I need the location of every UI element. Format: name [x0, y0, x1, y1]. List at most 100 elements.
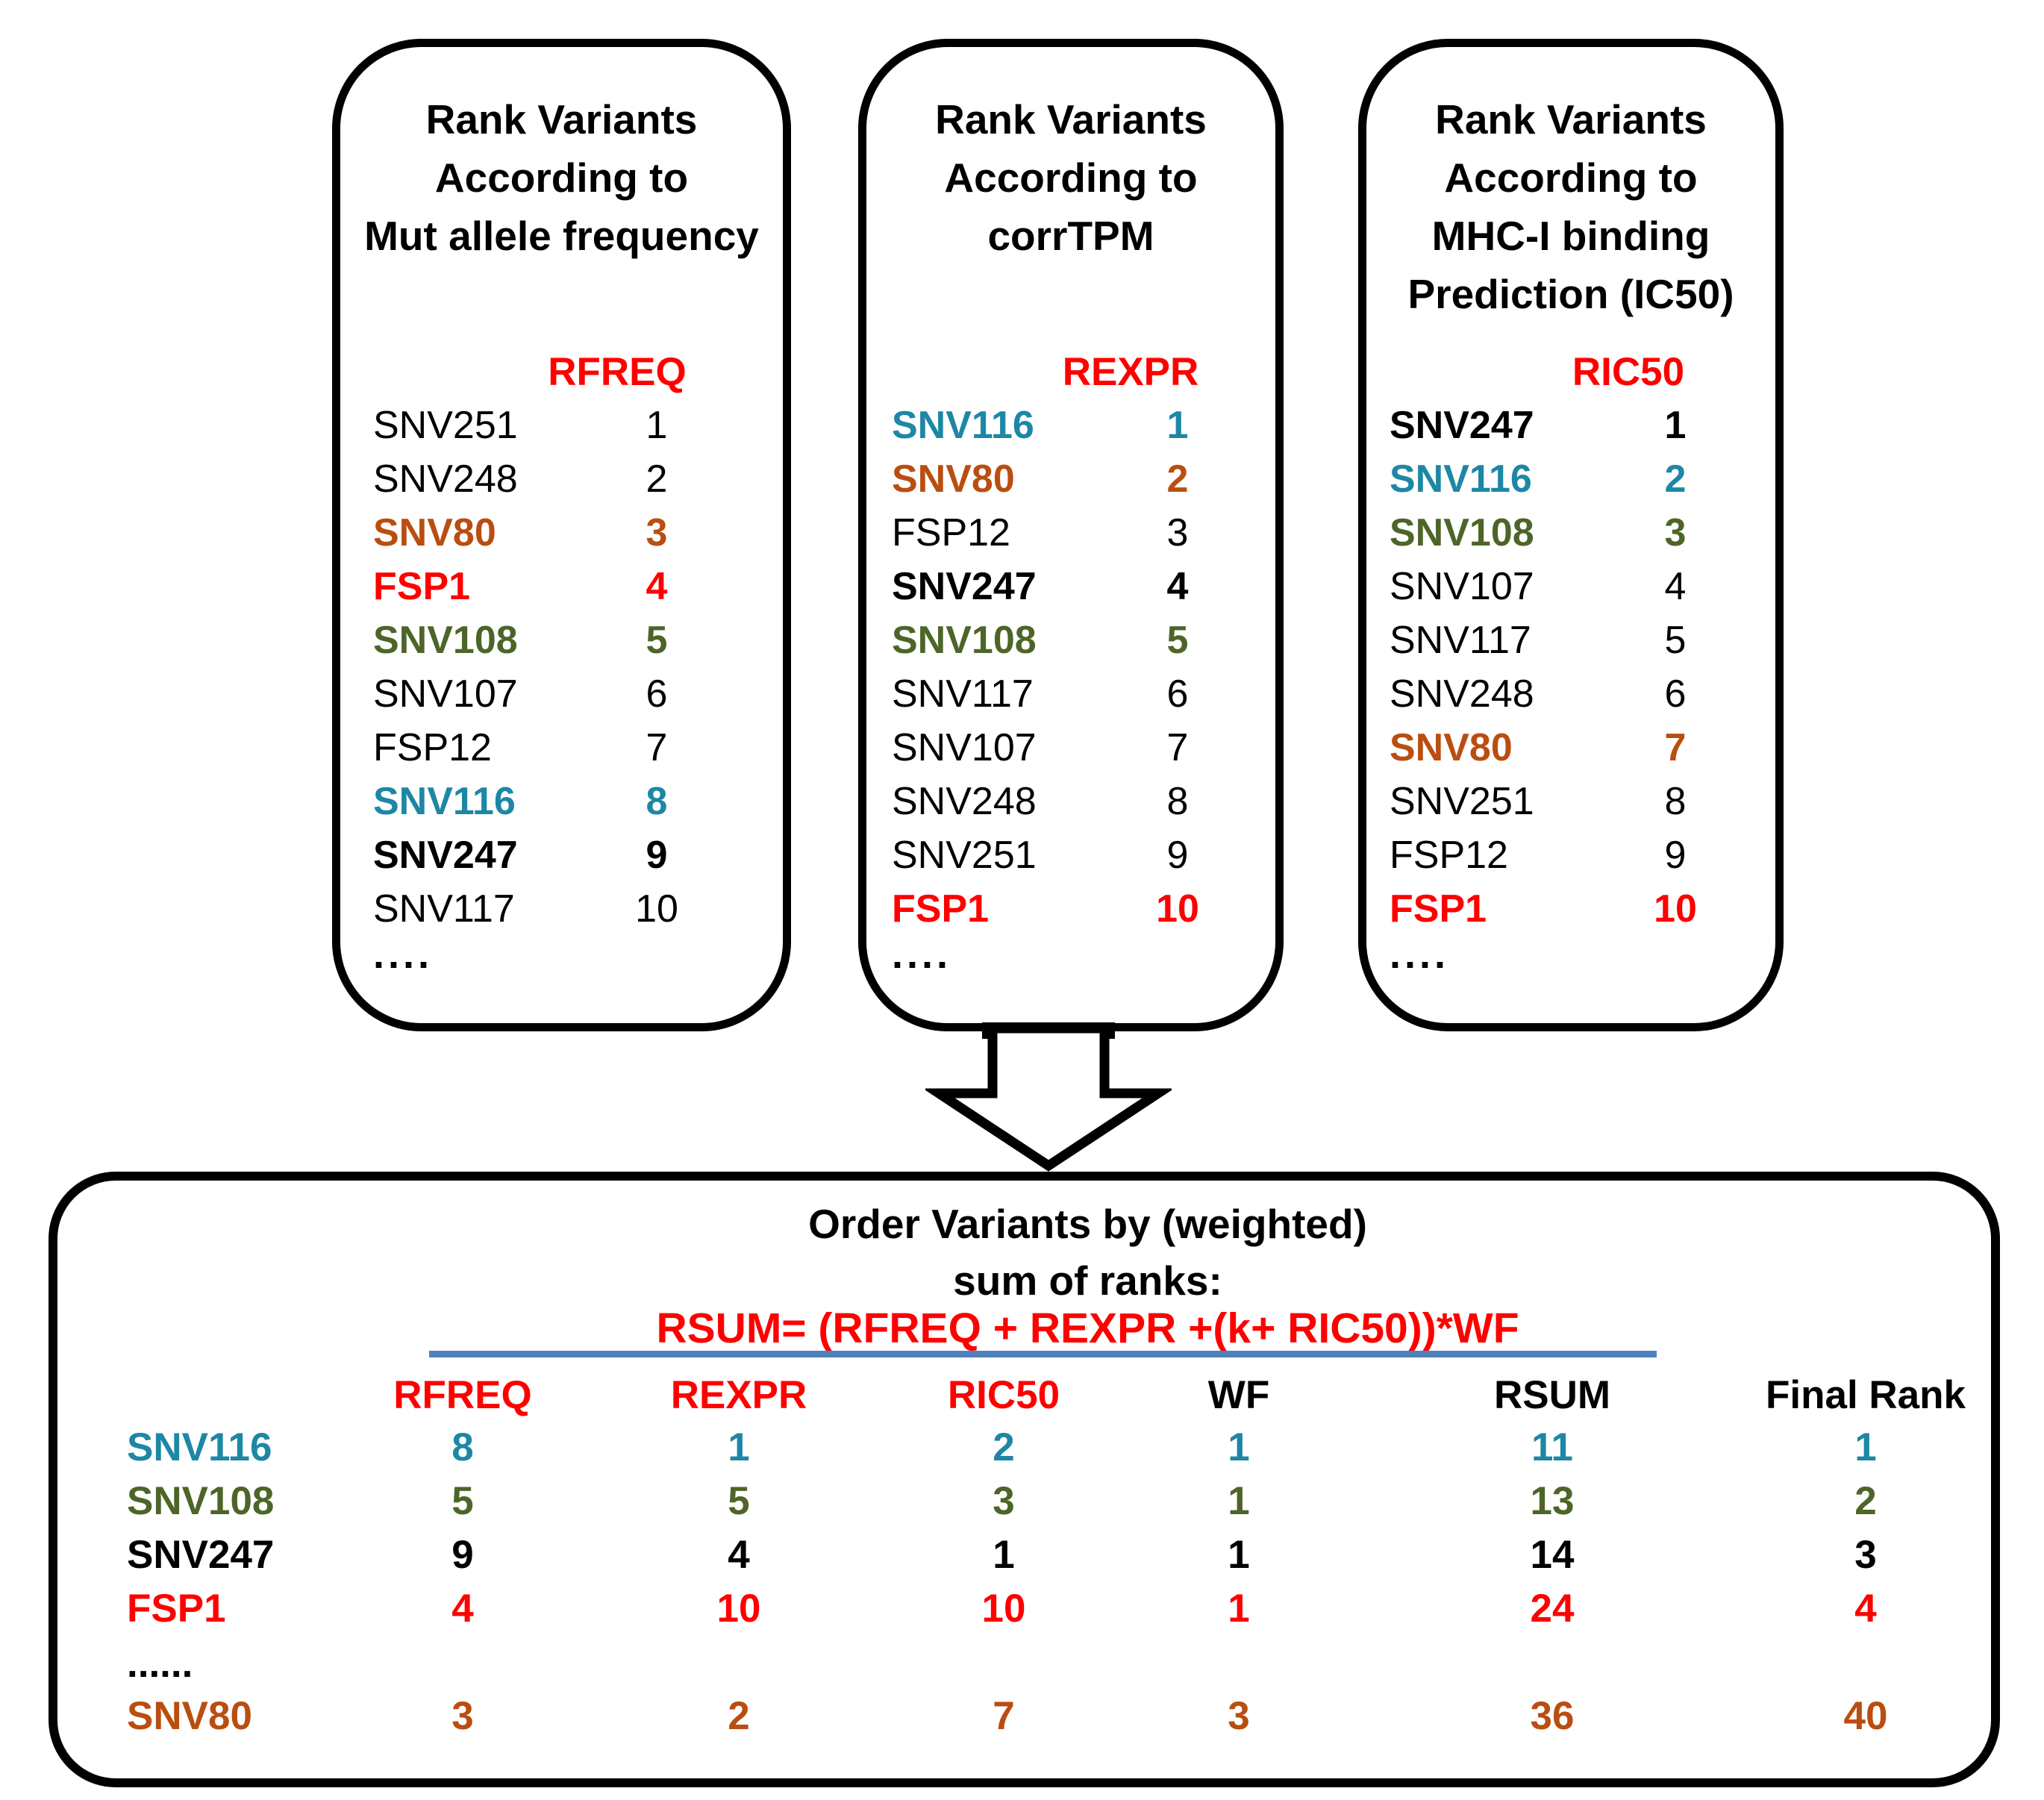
cell-value: 1	[1228, 1587, 1250, 1631]
rank-row-snv117: SNV117 5	[1366, 613, 1775, 667]
panel-title: Rank Variants According to corrTPM	[866, 90, 1275, 265]
cell-value: 5	[728, 1479, 750, 1523]
summary-row-snv116: SNV116 8 1 2 1 11 1	[57, 1421, 1991, 1475]
rank-row-snv248: SNV248 8	[866, 775, 1275, 828]
variant-rank: 8	[1166, 780, 1189, 823]
column-header-rfreq: RFREQ	[393, 1373, 532, 1417]
ellipsis: ......	[127, 1642, 193, 1686]
variant-name: SNV116	[373, 780, 516, 823]
variant-name: SNV108	[892, 619, 1037, 662]
panel-title-line: corrTPM	[987, 213, 1154, 259]
variant-name: SNV80	[127, 1694, 252, 1738]
summary-ellipsis-row: ......	[57, 1637, 1991, 1691]
rank-header-rexpr: REXPR	[1062, 350, 1199, 394]
variant-name: FSP12	[892, 511, 1010, 554]
variant-rank: 1	[1664, 404, 1687, 447]
variant-name: SNV117	[1390, 619, 1531, 662]
rank-header-rfreq: RFREQ	[548, 350, 687, 394]
rank-row-fsp12: FSP12 7	[340, 721, 783, 775]
cell-value: 10	[716, 1587, 761, 1631]
rank-row-snv117: SNV117 10	[340, 882, 783, 936]
cell-value: 2	[728, 1694, 750, 1738]
variant-name: SNV107	[1390, 565, 1534, 608]
cell-value: 8	[451, 1425, 474, 1469]
cell-value: 11	[1531, 1425, 1574, 1469]
variant-name: SNV247	[127, 1533, 275, 1577]
rank-row-snv108: SNV108 3	[1366, 506, 1775, 560]
variant-rank: 6	[646, 672, 668, 716]
rank-row-snv107: SNV107 4	[1366, 560, 1775, 613]
variant-name: SNV107	[892, 726, 1037, 769]
variant-name: SNV116	[892, 404, 1034, 447]
variant-rank: 7	[1664, 726, 1687, 769]
variant-rank: 2	[1664, 457, 1687, 501]
variant-rank: 10	[635, 887, 678, 931]
panel-rows: SNV247 1 SNV116 2 SNV108 3 SNV107 4 SNV117 5 SNV24…	[1366, 47, 1775, 1023]
cell-value: 5	[451, 1479, 474, 1523]
variant-rank: 9	[1664, 834, 1687, 877]
blue-divider	[429, 1351, 1657, 1357]
rank-row-fsp1: FSP1 10	[1366, 882, 1775, 936]
cell-value: 1	[1228, 1425, 1250, 1469]
panel-rows: SNV251 1 SNV248 2 SNV80 3 FSP1 4 SNV108 5 SNV107 6 F…	[340, 47, 783, 1023]
variant-rank: 3	[1166, 511, 1189, 554]
rank-row-fsp12: FSP12 3	[866, 506, 1275, 560]
cell-value: 3	[993, 1479, 1015, 1523]
variant-name: SNV107	[373, 672, 518, 716]
variant-rank: 8	[646, 780, 668, 823]
variant-name: FSP12	[1390, 834, 1508, 877]
variant-name: SNV248	[892, 780, 1037, 823]
rank-row-snv107: SNV107 7	[866, 721, 1275, 775]
variant-rank: 6	[1166, 672, 1189, 716]
cell-value: 4	[1854, 1587, 1877, 1631]
rank-row-snv108: SNV108 5	[340, 613, 783, 667]
variant-name: SNV247	[1390, 404, 1534, 447]
variant-name: FSP1	[127, 1587, 226, 1631]
variant-name: SNV251	[892, 834, 1037, 877]
cell-value: 3	[451, 1694, 474, 1738]
column-header-final-rank: Final Rank	[1765, 1373, 1966, 1417]
column-header-rsum: RSUM	[1493, 1373, 1611, 1417]
rank-row-snv248: SNV248 2	[340, 452, 783, 506]
variant-rank: 8	[1664, 780, 1687, 823]
cell-value: 9	[451, 1533, 474, 1577]
cell-value: 1	[1228, 1533, 1250, 1577]
down-block-arrow-icon	[925, 1022, 1172, 1172]
variant-name: FSP1	[1390, 887, 1487, 931]
rank-row-snv107: SNV107 6	[340, 667, 783, 721]
summary-title-line: Order Variants by (weighted)	[808, 1201, 1367, 1247]
summary-header-row: RFREQ REXPR RIC50 WF RSUM Final Rank	[57, 1369, 1991, 1422]
cell-value: 1	[728, 1425, 750, 1469]
cell-value: 3	[1228, 1694, 1250, 1738]
summary-row-fsp1: FSP1 4 10 10 1 24 4	[57, 1582, 1991, 1636]
rank-row-fsp1: FSP1 4	[340, 560, 783, 613]
variant-name: SNV116	[1390, 457, 1532, 501]
panel-title-line: Prediction (IC50)	[1407, 271, 1734, 317]
variant-rank: 10	[1156, 887, 1199, 931]
cell-value: 1	[993, 1533, 1015, 1577]
summary-title-line: sum of ranks:	[953, 1257, 1222, 1304]
ellipsis: ....	[373, 932, 434, 977]
variant-rank: 5	[1166, 619, 1189, 662]
rank-row-snv116: SNV116 8	[340, 775, 783, 828]
variant-name: FSP12	[373, 726, 492, 769]
cell-value: 40	[1843, 1694, 1888, 1738]
variant-name: SNV248	[1390, 672, 1534, 716]
cell-value: 1	[1228, 1479, 1250, 1523]
variant-name: SNV80	[892, 457, 1015, 501]
summary-row-snv80: SNV80 3 2 7 3 36 40	[57, 1690, 1991, 1743]
variant-name: FSP1	[373, 565, 471, 608]
panel-title-line: According to	[1444, 154, 1698, 201]
column-header-ric50: RIC50	[947, 1373, 1060, 1417]
panel-title-line: MHC-I binding	[1431, 213, 1710, 259]
cell-value: 4	[728, 1533, 750, 1577]
rank-row-snv251: SNV251 8	[1366, 775, 1775, 828]
rank-row-fsp1: FSP1 10	[866, 882, 1275, 936]
rank-row-snv117: SNV117 6	[866, 667, 1275, 721]
variant-rank: 4	[1664, 565, 1687, 608]
rank-row-fsp12: FSP12 9	[1366, 828, 1775, 882]
rank-header-ric50: RIC50	[1572, 350, 1685, 394]
variant-rank: 1	[1166, 404, 1189, 447]
cell-value: 4	[451, 1587, 474, 1631]
